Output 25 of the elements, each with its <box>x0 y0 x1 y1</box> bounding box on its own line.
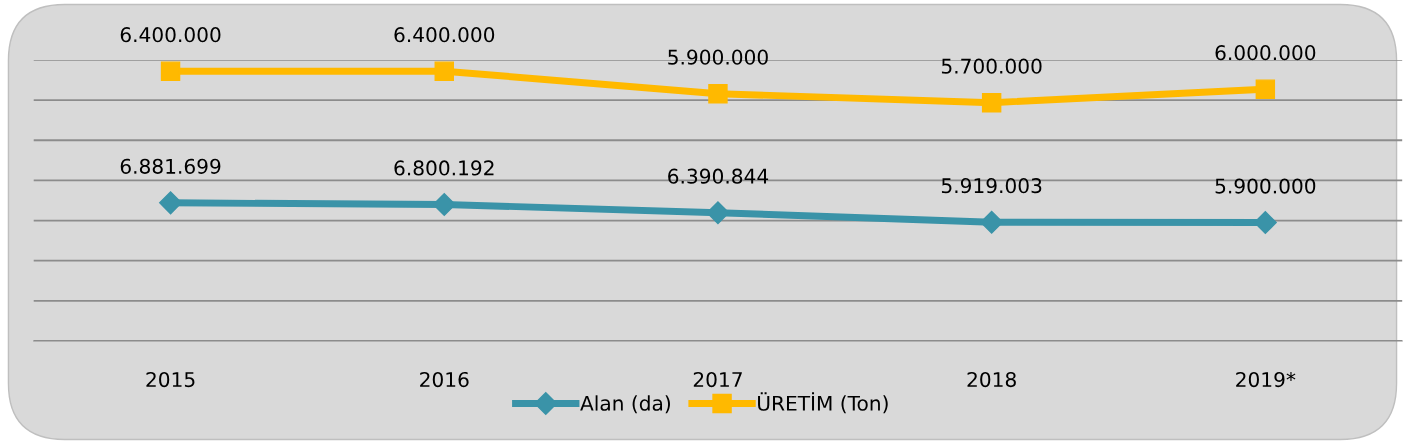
x-tick-label: 2016 <box>420 371 469 388</box>
x-tick-label: 2017 <box>693 371 742 388</box>
data-label: 6.881.699 <box>120 158 221 174</box>
point <box>980 210 1004 234</box>
data-label: 6.400.000 <box>120 27 221 43</box>
point <box>159 191 183 215</box>
point <box>981 92 1002 113</box>
point <box>434 61 454 81</box>
data-label: 6.800.192 <box>394 160 494 176</box>
data-label: 5.900.000 <box>1215 178 1316 194</box>
data-label: 5.919.003 <box>941 178 1042 194</box>
point <box>1255 79 1276 99</box>
data-label: 5.900.000 <box>668 49 768 65</box>
x-tick-label: 2015 <box>146 371 195 388</box>
x-tick-label: 2018 <box>967 371 1016 388</box>
point <box>708 83 728 104</box>
x-tick-label: 2019* <box>1236 371 1296 388</box>
legend-label: ÜRETİM (Ton) <box>758 392 888 414</box>
point <box>706 201 730 225</box>
data-label: 6.390.844 <box>668 168 769 184</box>
data-label: 6.400.000 <box>394 27 495 43</box>
data-label: 5.700.000 <box>941 58 1042 74</box>
data-label: 6.000.000 <box>1215 45 1316 61</box>
legend-label: Alan (da) <box>580 395 670 414</box>
point <box>160 61 181 81</box>
